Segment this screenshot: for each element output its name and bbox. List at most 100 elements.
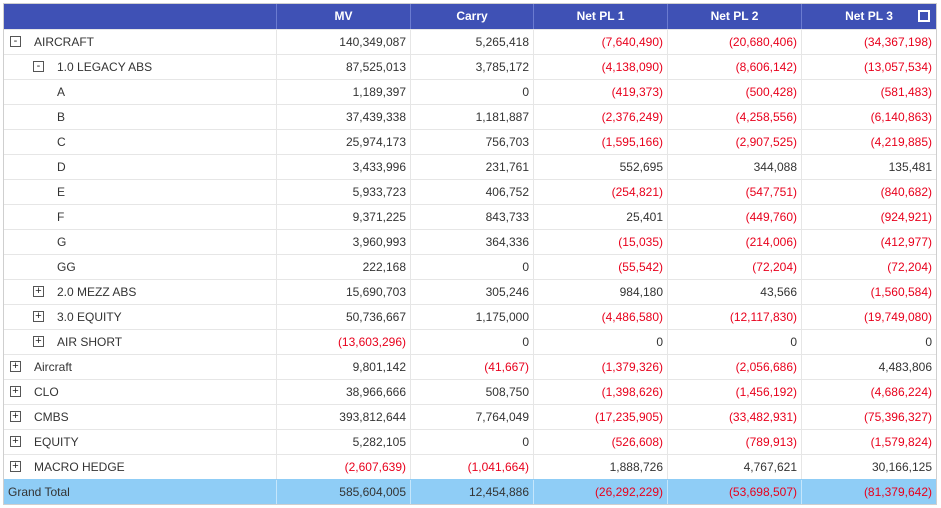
value-cell: (33,482,931) bbox=[668, 405, 802, 429]
value-cell: 140,349,087 bbox=[277, 30, 411, 54]
expand-toggle-icon[interactable]: + bbox=[10, 436, 21, 447]
value-cell: (4,138,090) bbox=[534, 55, 668, 79]
header-row: MV Carry Net PL 1 Net PL 2 Net PL 3 bbox=[4, 4, 936, 29]
header-net-pl-3-label: Net PL 3 bbox=[845, 9, 893, 23]
value-cell: 38,966,666 bbox=[277, 380, 411, 404]
value-cell: 5,265,418 bbox=[411, 30, 534, 54]
row-label-cell: C bbox=[4, 130, 277, 154]
row-label-cell: D bbox=[4, 155, 277, 179]
total-value: (53,698,507) bbox=[668, 480, 802, 504]
value-cell: (4,686,224) bbox=[870, 385, 932, 399]
row-label-cell: GG bbox=[4, 255, 277, 279]
value-cell: 406,752 bbox=[411, 180, 534, 204]
expand-toggle-icon[interactable]: + bbox=[10, 411, 21, 422]
value-cell: 0 bbox=[411, 330, 534, 354]
row-label-cell: - 1.0 LEGACY ABS bbox=[4, 55, 277, 79]
table-row: A 1,189,397 0 (419,373) (500,428) (581,483) bbox=[4, 79, 936, 104]
row-label-cell: G bbox=[4, 230, 277, 254]
row-label: Aircraft bbox=[34, 360, 73, 374]
value-cell: (840,682) bbox=[880, 185, 932, 199]
header-net-pl-1[interactable]: Net PL 1 bbox=[534, 4, 668, 29]
value-cell: 135,481 bbox=[888, 160, 932, 174]
value-cell: (4,258,556) bbox=[668, 105, 802, 129]
total-value: (81,379,642) bbox=[863, 485, 932, 499]
expand-toggle-icon[interactable]: + bbox=[10, 461, 21, 472]
value-cell: (1,579,824) bbox=[870, 435, 932, 449]
value-cell: 3,785,172 bbox=[411, 55, 534, 79]
expand-toggle-icon[interactable]: + bbox=[33, 336, 44, 347]
value-cell: (526,608) bbox=[534, 430, 668, 454]
value-cell: (254,821) bbox=[534, 180, 668, 204]
row-label: 2.0 MEZZ ABS bbox=[57, 285, 137, 299]
value-cell: 4,767,621 bbox=[668, 455, 802, 479]
fullscreen-icon[interactable] bbox=[918, 10, 930, 22]
value-cell: (581,483) bbox=[880, 85, 932, 99]
row-label-cell: + EQUITY bbox=[4, 430, 277, 454]
value-cell: (449,760) bbox=[668, 205, 802, 229]
expand-toggle-icon[interactable]: + bbox=[33, 286, 44, 297]
value-cell: (1,379,326) bbox=[534, 355, 668, 379]
value-cell: 37,439,338 bbox=[277, 105, 411, 129]
value-cell: 3,960,993 bbox=[277, 230, 411, 254]
value-cell: 552,695 bbox=[534, 155, 668, 179]
header-label-col bbox=[4, 4, 277, 29]
row-label: 1.0 LEGACY ABS bbox=[57, 60, 153, 74]
header-mv[interactable]: MV bbox=[277, 4, 411, 29]
value-cell: (547,751) bbox=[668, 180, 802, 204]
value-cell: 0 bbox=[668, 330, 802, 354]
row-label-cell: + CMBS bbox=[4, 405, 277, 429]
row-label-cell: A bbox=[4, 80, 277, 104]
table-row: + MACRO HEDGE (2,607,639) (1,041,664) 1,888,… bbox=[4, 454, 936, 479]
row-label: CMBS bbox=[34, 410, 69, 424]
row-label-cell: +3.0 EQUITY bbox=[4, 305, 277, 329]
table-row: F 9,371,225 843,733 25,401 (449,760) (924,921… bbox=[4, 204, 936, 229]
value-cell: (72,204) bbox=[668, 255, 802, 279]
row-label-cell: + MACRO HEDGE bbox=[4, 455, 277, 479]
table-row: +3.0 EQUITY 50,736,667 1,175,000 (4,486,580… bbox=[4, 304, 936, 329]
value-cell: 50,736,667 bbox=[277, 305, 411, 329]
value-cell: (412,977) bbox=[880, 235, 932, 249]
row-label-cell: B bbox=[4, 105, 277, 129]
value-cell: 222,168 bbox=[277, 255, 411, 279]
value-cell: 231,761 bbox=[411, 155, 534, 179]
table-row: - 1.0 LEGACY ABS 87,525,013 3,785,172 (4,138… bbox=[4, 54, 936, 79]
row-label: B bbox=[57, 110, 66, 124]
row-label: 3.0 EQUITY bbox=[57, 310, 122, 324]
value-cell: (20,680,406) bbox=[668, 30, 802, 54]
row-label: D bbox=[57, 160, 66, 174]
header-carry[interactable]: Carry bbox=[411, 4, 534, 29]
row-label: G bbox=[57, 235, 67, 249]
table-row: C 25,974,173 756,703 (1,595,166) (2,907,525)… bbox=[4, 129, 936, 154]
value-cell: 508,750 bbox=[411, 380, 534, 404]
collapse-toggle-icon[interactable]: - bbox=[10, 36, 21, 47]
value-cell: (12,117,830) bbox=[668, 305, 802, 329]
expand-toggle-icon[interactable]: + bbox=[10, 386, 21, 397]
row-label-cell: E bbox=[4, 180, 277, 204]
row-label: AIR SHORT bbox=[57, 335, 123, 349]
value-cell: 0 bbox=[411, 255, 534, 279]
grand-total-row: Grand Total 585,604,005 12,454,886 (26,2… bbox=[4, 479, 936, 504]
expand-toggle-icon[interactable]: + bbox=[10, 361, 21, 372]
value-cell: (4,486,580) bbox=[534, 305, 668, 329]
row-label-cell: + CLO bbox=[4, 380, 277, 404]
table-row: E 5,933,723 406,752 (254,821) (547,751) (840,… bbox=[4, 179, 936, 204]
header-net-pl-3[interactable]: Net PL 3 bbox=[802, 4, 936, 29]
value-cell: (1,595,166) bbox=[534, 130, 668, 154]
collapse-toggle-icon[interactable]: - bbox=[33, 61, 44, 72]
table-row: +2.0 MEZZ ABS 15,690,703 305,246 984,180 43,… bbox=[4, 279, 936, 304]
value-cell: 843,733 bbox=[411, 205, 534, 229]
table-row: + AIR SHORT (13,603,296) 0 0 0 0 bbox=[4, 329, 936, 354]
header-net-pl-2[interactable]: Net PL 2 bbox=[668, 4, 802, 29]
grand-total-label: Grand Total bbox=[4, 480, 277, 504]
table-row: B 37,439,338 1,181,887 (2,376,249) (4,258,55… bbox=[4, 104, 936, 129]
table-row: + Aircraft 9,801,142 (41,667) (1,379,326) (2,… bbox=[4, 354, 936, 379]
table-row: G 3,960,993 364,336 (15,035) (214,006) (412,9… bbox=[4, 229, 936, 254]
value-cell: (1,398,626) bbox=[534, 380, 668, 404]
row-label-cell: + AIR SHORT bbox=[4, 330, 277, 354]
row-label-cell: + Aircraft bbox=[4, 355, 277, 379]
row-label: A bbox=[57, 85, 66, 99]
table-row: GG 222,168 0 (55,542) (72,204) (72,204) bbox=[4, 254, 936, 279]
expand-toggle-icon[interactable]: + bbox=[33, 311, 44, 322]
value-cell: 87,525,013 bbox=[277, 55, 411, 79]
value-cell: (7,640,490) bbox=[534, 30, 668, 54]
